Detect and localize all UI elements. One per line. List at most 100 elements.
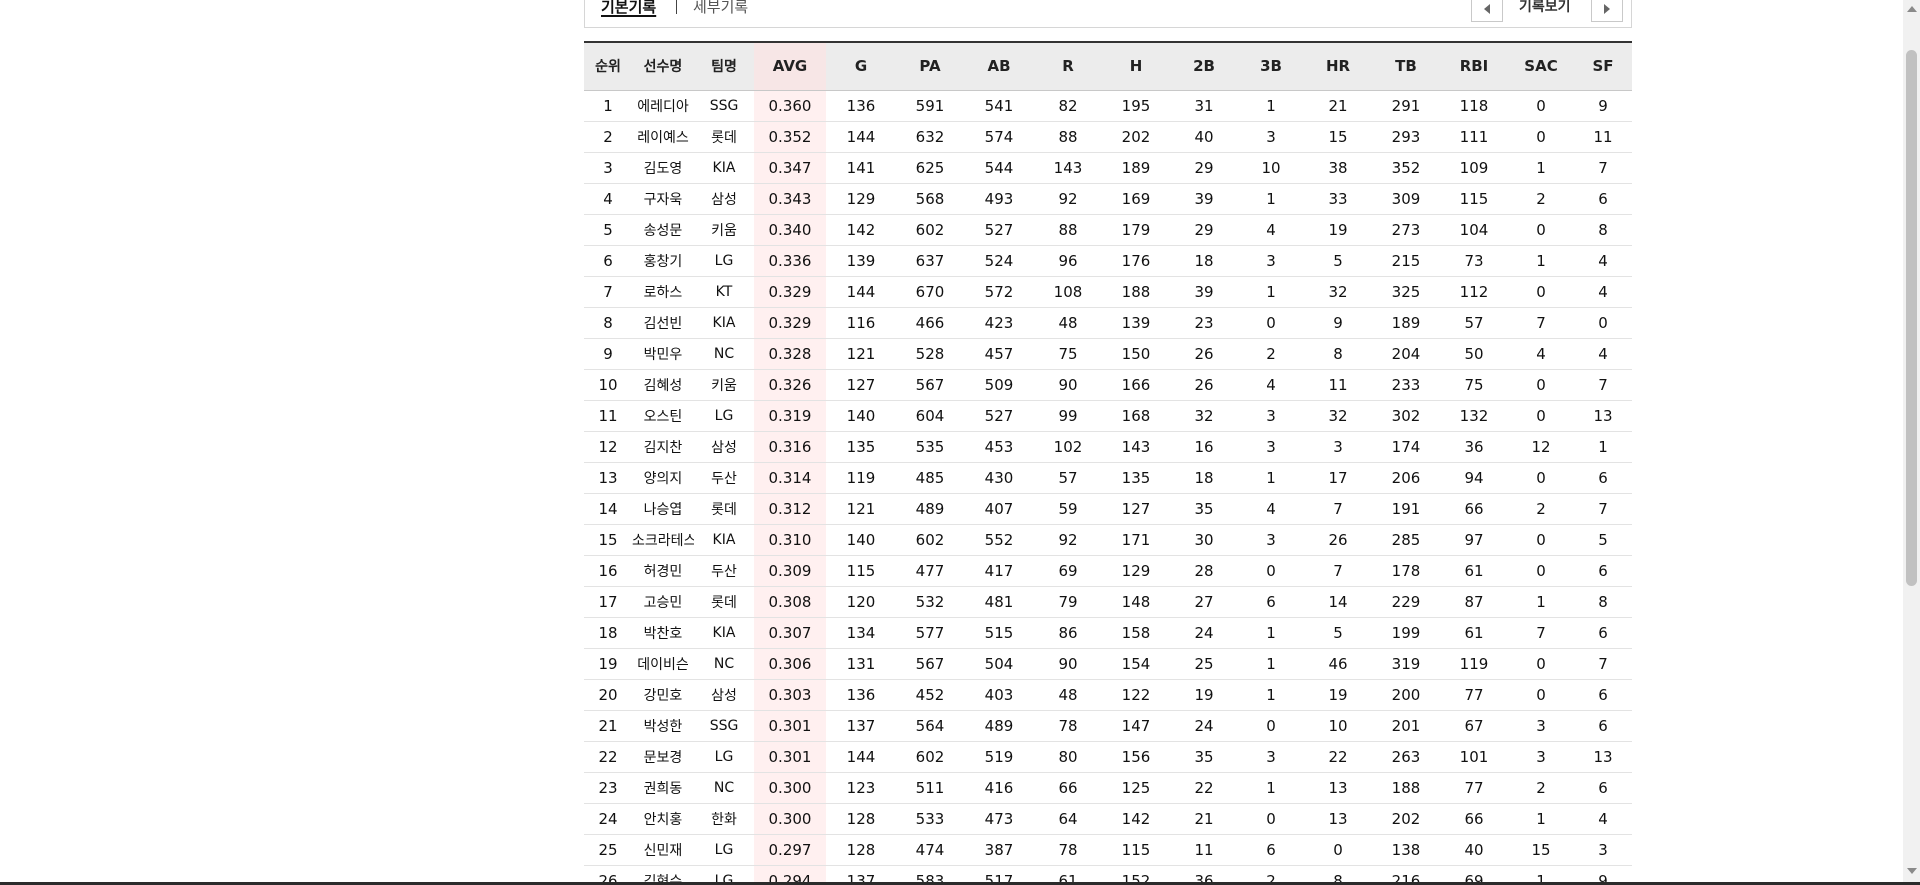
table-cell: 5	[1304, 245, 1372, 277]
table-cell: 577	[896, 617, 964, 649]
table-cell: 7	[1304, 493, 1372, 525]
player-name-link[interactable]: 구자욱	[632, 183, 694, 215]
table-cell: 602	[896, 214, 964, 246]
table-cell: 삼성	[694, 431, 754, 463]
table-cell: 302	[1372, 400, 1440, 432]
column-header[interactable]: G	[826, 41, 896, 91]
table-cell: 두산	[694, 555, 754, 587]
player-name-link[interactable]: 권희동	[632, 772, 694, 804]
player-name-link[interactable]: 문보경	[632, 741, 694, 773]
table-cell: 0	[1304, 834, 1372, 866]
tab-detail-record[interactable]: 세부기록	[693, 0, 749, 16]
table-cell: 7	[1574, 369, 1632, 401]
player-name-link[interactable]: 박찬호	[632, 617, 694, 649]
column-header[interactable]: H	[1102, 41, 1170, 91]
table-cell: 3	[1238, 431, 1304, 463]
column-header[interactable]: 순위	[584, 41, 632, 91]
table-cell: 1	[1508, 245, 1574, 277]
table-cell: 88	[1034, 214, 1102, 246]
column-header[interactable]: RBI	[1440, 41, 1508, 91]
scrollbar-thumb[interactable]	[1906, 50, 1917, 586]
table-cell: 73	[1440, 245, 1508, 277]
column-header[interactable]: 3B	[1238, 41, 1304, 91]
table-cell: 17	[584, 586, 632, 618]
player-name-link[interactable]: 양의지	[632, 462, 694, 494]
table-cell: 31	[1170, 90, 1238, 122]
table-cell: 352	[1372, 152, 1440, 184]
table-cell: 26	[1170, 338, 1238, 370]
player-name-link[interactable]: 김도영	[632, 152, 694, 184]
table-cell: 35	[1170, 741, 1238, 773]
table-cell: 14	[1304, 586, 1372, 618]
table-cell: 33	[1304, 183, 1372, 215]
table-row: 19 데이비슨 NC 0.306 131 567 504 90 154 25 1 46 319 119 0 7	[584, 648, 1632, 680]
player-name-link[interactable]: 박민우	[632, 338, 694, 370]
table-row: 20 강민호 삼성 0.303 136 452 403 48 122 19 1 19 200 77 0 6	[584, 679, 1632, 711]
player-name-link[interactable]: 박성한	[632, 710, 694, 742]
player-name-link[interactable]: 강민호	[632, 679, 694, 711]
player-name-link[interactable]: 김혜성	[632, 369, 694, 401]
player-name-link[interactable]: 고승민	[632, 586, 694, 618]
player-name-link[interactable]: 에레디아	[632, 90, 694, 122]
player-name-link[interactable]: 홍창기	[632, 245, 694, 277]
player-name-link[interactable]: 김지찬	[632, 431, 694, 463]
column-header[interactable]: TB	[1372, 41, 1440, 91]
table-cell: 168	[1102, 400, 1170, 432]
table-row: 18 박찬호 KIA 0.307 134 577 515 86 158 24 1 5 199 61 7 6	[584, 617, 1632, 649]
table-row: 1 에레디아 SSG 0.360 136 591 541 82 195 31 1 21 291 118 0 9	[584, 90, 1632, 122]
column-header[interactable]: AB	[964, 41, 1034, 91]
table-cell: 144	[826, 121, 896, 153]
table-cell: 0	[1508, 214, 1574, 246]
column-header[interactable]: SF	[1574, 41, 1632, 91]
player-name-link[interactable]: 나승엽	[632, 493, 694, 525]
player-name-link[interactable]: 안치홍	[632, 803, 694, 835]
table-cell: 0	[1238, 710, 1304, 742]
player-name-link[interactable]: 레이예스	[632, 121, 694, 153]
player-name-link[interactable]: 데이비슨	[632, 648, 694, 680]
table-cell: 3	[1508, 741, 1574, 773]
player-name-link[interactable]: 김현수	[632, 865, 694, 885]
table-cell: 481	[964, 586, 1034, 618]
table-cell: 8	[1304, 338, 1372, 370]
player-name-link[interactable]: 송성문	[632, 214, 694, 246]
table-cell: 115	[1440, 183, 1508, 215]
table-cell: 115	[826, 555, 896, 587]
player-name-link[interactable]: 김선빈	[632, 307, 694, 339]
table-cell: 0.307	[754, 617, 826, 649]
table-cell: 90	[1034, 648, 1102, 680]
table-row: 12 김지찬 삼성 0.316 135 535 453 102 143 16 3 3 174 36 12 1	[584, 431, 1632, 463]
player-name-link[interactable]: 로하스	[632, 276, 694, 308]
player-name-link[interactable]: 소크라테스	[632, 524, 694, 556]
table-row: 22 문보경 LG 0.301 144 602 519 80 156 35 3 22 263 101 3 13	[584, 741, 1632, 773]
scroll-down-arrow-icon[interactable]	[1907, 868, 1917, 874]
record-view-label[interactable]: 기록보기	[1519, 0, 1571, 15]
table-cell: 195	[1102, 90, 1170, 122]
prev-button[interactable]	[1471, 0, 1503, 22]
table-cell: 4	[584, 183, 632, 215]
column-header[interactable]: 2B	[1170, 41, 1238, 91]
column-header[interactable]: PA	[896, 41, 964, 91]
column-header[interactable]: SAC	[1508, 41, 1574, 91]
column-header[interactable]: HR	[1304, 41, 1372, 91]
tab-basic-record[interactable]: 기본기록	[601, 0, 657, 16]
table-cell: 141	[826, 152, 896, 184]
column-header[interactable]: 선수명	[632, 41, 694, 91]
scroll-up-arrow-icon[interactable]	[1907, 6, 1917, 12]
player-name-link[interactable]: 신민재	[632, 834, 694, 866]
table-cell: 387	[964, 834, 1034, 866]
table-cell: 17	[1304, 462, 1372, 494]
column-header[interactable]: R	[1034, 41, 1102, 91]
table-cell: 504	[964, 648, 1034, 680]
next-button[interactable]	[1591, 0, 1623, 22]
column-header[interactable]: AVG	[754, 41, 826, 91]
player-name-link[interactable]: 오스틴	[632, 400, 694, 432]
table-cell: 123	[826, 772, 896, 804]
table-row: 15 소크라테스 KIA 0.310 140 602 552 92 171 30 3 26 285 97 0…	[584, 524, 1632, 556]
vertical-scrollbar[interactable]	[1903, 0, 1920, 882]
column-header[interactable]: 팀명	[694, 41, 754, 91]
table-cell: 128	[826, 834, 896, 866]
table-cell: 527	[964, 400, 1034, 432]
table-cell: 403	[964, 679, 1034, 711]
table-cell: 40	[1440, 834, 1508, 866]
player-name-link[interactable]: 허경민	[632, 555, 694, 587]
